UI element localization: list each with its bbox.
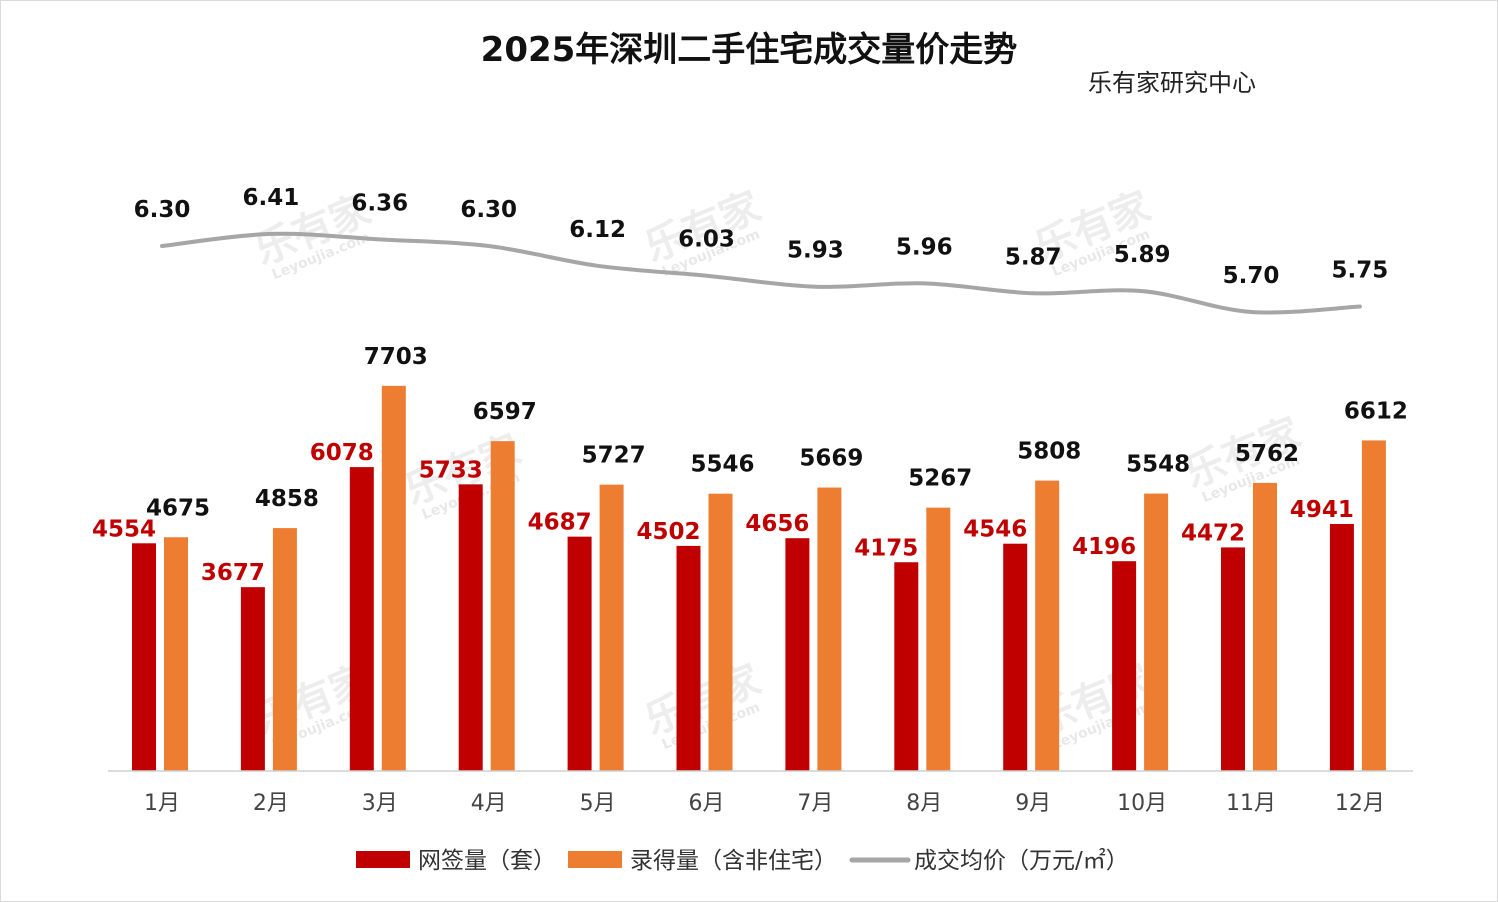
data-label-recorded-2: 4858 [255, 486, 319, 512]
x-tick-label: 1月 [144, 791, 180, 816]
bar-recorded-10 [1144, 493, 1169, 771]
bar-recorded-2 [272, 528, 297, 771]
bar-signed-11 [1221, 547, 1245, 771]
data-label-signed-10: 4196 [1072, 534, 1136, 560]
x-tick-layer: 1月 2月 3月 4月 5月 6月 7月 8月 9月 10月 11月 12月 [144, 791, 1385, 816]
data-label-signed-12: 4941 [1290, 497, 1354, 523]
legend-recorded-swatch [568, 851, 622, 868]
bar-recorded-5 [599, 484, 624, 771]
x-tick-label: 7月 [797, 791, 833, 816]
x-tick-label: 8月 [906, 791, 942, 816]
price-label-12: 5.75 [1332, 258, 1389, 284]
data-label-signed-4: 5733 [419, 457, 483, 483]
price-label-8: 5.96 [896, 234, 953, 260]
legend-signed: 网签量（套） [356, 848, 556, 874]
data-label-signed-1: 4554 [92, 516, 156, 542]
x-tick-label: 3月 [362, 791, 398, 816]
x-tick-label: 12月 [1335, 791, 1385, 816]
legend-price: 成交均价（万元/㎡） [849, 848, 1129, 874]
bar-recorded-6 [708, 493, 733, 771]
price-line [160, 231, 1362, 315]
bar-signed-6 [676, 545, 701, 771]
data-label-recorded-10: 5548 [1126, 452, 1190, 478]
price-label-6: 6.03 [678, 227, 735, 253]
price-label-11: 5.70 [1223, 263, 1280, 289]
data-label-signed-8: 4175 [854, 535, 918, 561]
bar-recorded-11 [1253, 482, 1277, 771]
price-label-7: 5.93 [787, 238, 844, 264]
price-label-4: 6.30 [460, 197, 517, 223]
source-label: 乐有家研究中心 [1088, 69, 1256, 97]
legend-signed-label: 网签量（套） [418, 848, 556, 874]
price-label-3: 6.36 [351, 190, 408, 216]
price-label-5: 6.12 [569, 217, 626, 243]
bar-signed-9 [1003, 543, 1028, 771]
bar-layer [132, 385, 1386, 771]
price-label-1: 6.30 [134, 197, 191, 223]
price-label-9: 5.87 [1005, 244, 1062, 270]
data-label-recorded-8: 5267 [908, 466, 972, 492]
price-label-2: 6.41 [243, 185, 300, 211]
data-label-recorded-1: 4675 [146, 495, 210, 521]
legend: 网签量（套） 录得量（含非住宅） 成交均价（万元/㎡） [356, 848, 1129, 874]
price-line-layer [160, 231, 1362, 315]
price-label-10: 5.89 [1114, 242, 1171, 268]
data-label-recorded-6: 5546 [690, 452, 754, 478]
data-label-recorded-7: 5669 [799, 446, 863, 472]
x-tick-label: 10月 [1117, 791, 1167, 816]
bar-signed-5 [567, 536, 592, 771]
data-label-recorded-5: 5727 [582, 443, 646, 469]
data-label-signed-2: 3677 [201, 560, 265, 586]
data-label-signed-9: 4546 [963, 517, 1027, 543]
data-label-signed-5: 4687 [528, 510, 592, 536]
chart-title: 2025年深圳二手住宅成交量价走势 [480, 30, 1018, 70]
x-tick-label: 2月 [253, 791, 289, 816]
bar-recorded-12 [1361, 440, 1386, 771]
bar-recorded-3 [381, 385, 406, 771]
bar-signed-1 [132, 543, 156, 771]
bar-recorded-7 [817, 487, 842, 771]
data-label-recorded-9: 5808 [1017, 439, 1081, 465]
x-tick-label: 11月 [1226, 791, 1276, 816]
bar-signed-8 [894, 562, 919, 771]
data-label-recorded-11: 5762 [1235, 441, 1299, 467]
x-tick-label: 5月 [580, 791, 616, 816]
data-label-recorded-12: 6612 [1344, 398, 1408, 424]
legend-signed-swatch [356, 851, 410, 868]
data-label-signed-6: 4502 [636, 519, 700, 545]
data-label-recorded-4: 6597 [473, 399, 537, 425]
x-tick-label: 6月 [689, 791, 725, 816]
data-label-signed-7: 4656 [745, 511, 809, 537]
bar-recorded-8 [926, 507, 951, 771]
bar-signed-4 [458, 484, 483, 771]
data-label-signed-11: 4472 [1181, 520, 1245, 546]
bar-recorded-4 [490, 441, 515, 771]
bar-signed-10 [1112, 561, 1137, 771]
legend-price-label: 成交均价（万元/㎡） [914, 848, 1129, 874]
data-label-recorded-3: 7703 [364, 344, 428, 370]
bar-signed-3 [349, 467, 374, 771]
x-tick-label: 9月 [1015, 791, 1051, 816]
bar-signed-2 [240, 587, 265, 771]
bar-signed-12 [1329, 523, 1354, 771]
x-tick-label: 4月 [471, 791, 507, 816]
bar-recorded-9 [1035, 480, 1060, 771]
legend-recorded: 录得量（含非住宅） [568, 848, 837, 874]
legend-recorded-label: 录得量（含非住宅） [630, 848, 837, 874]
bar-signed-7 [785, 538, 810, 771]
bar-recorded-1 [164, 537, 188, 771]
data-label-signed-3: 6078 [310, 440, 374, 466]
